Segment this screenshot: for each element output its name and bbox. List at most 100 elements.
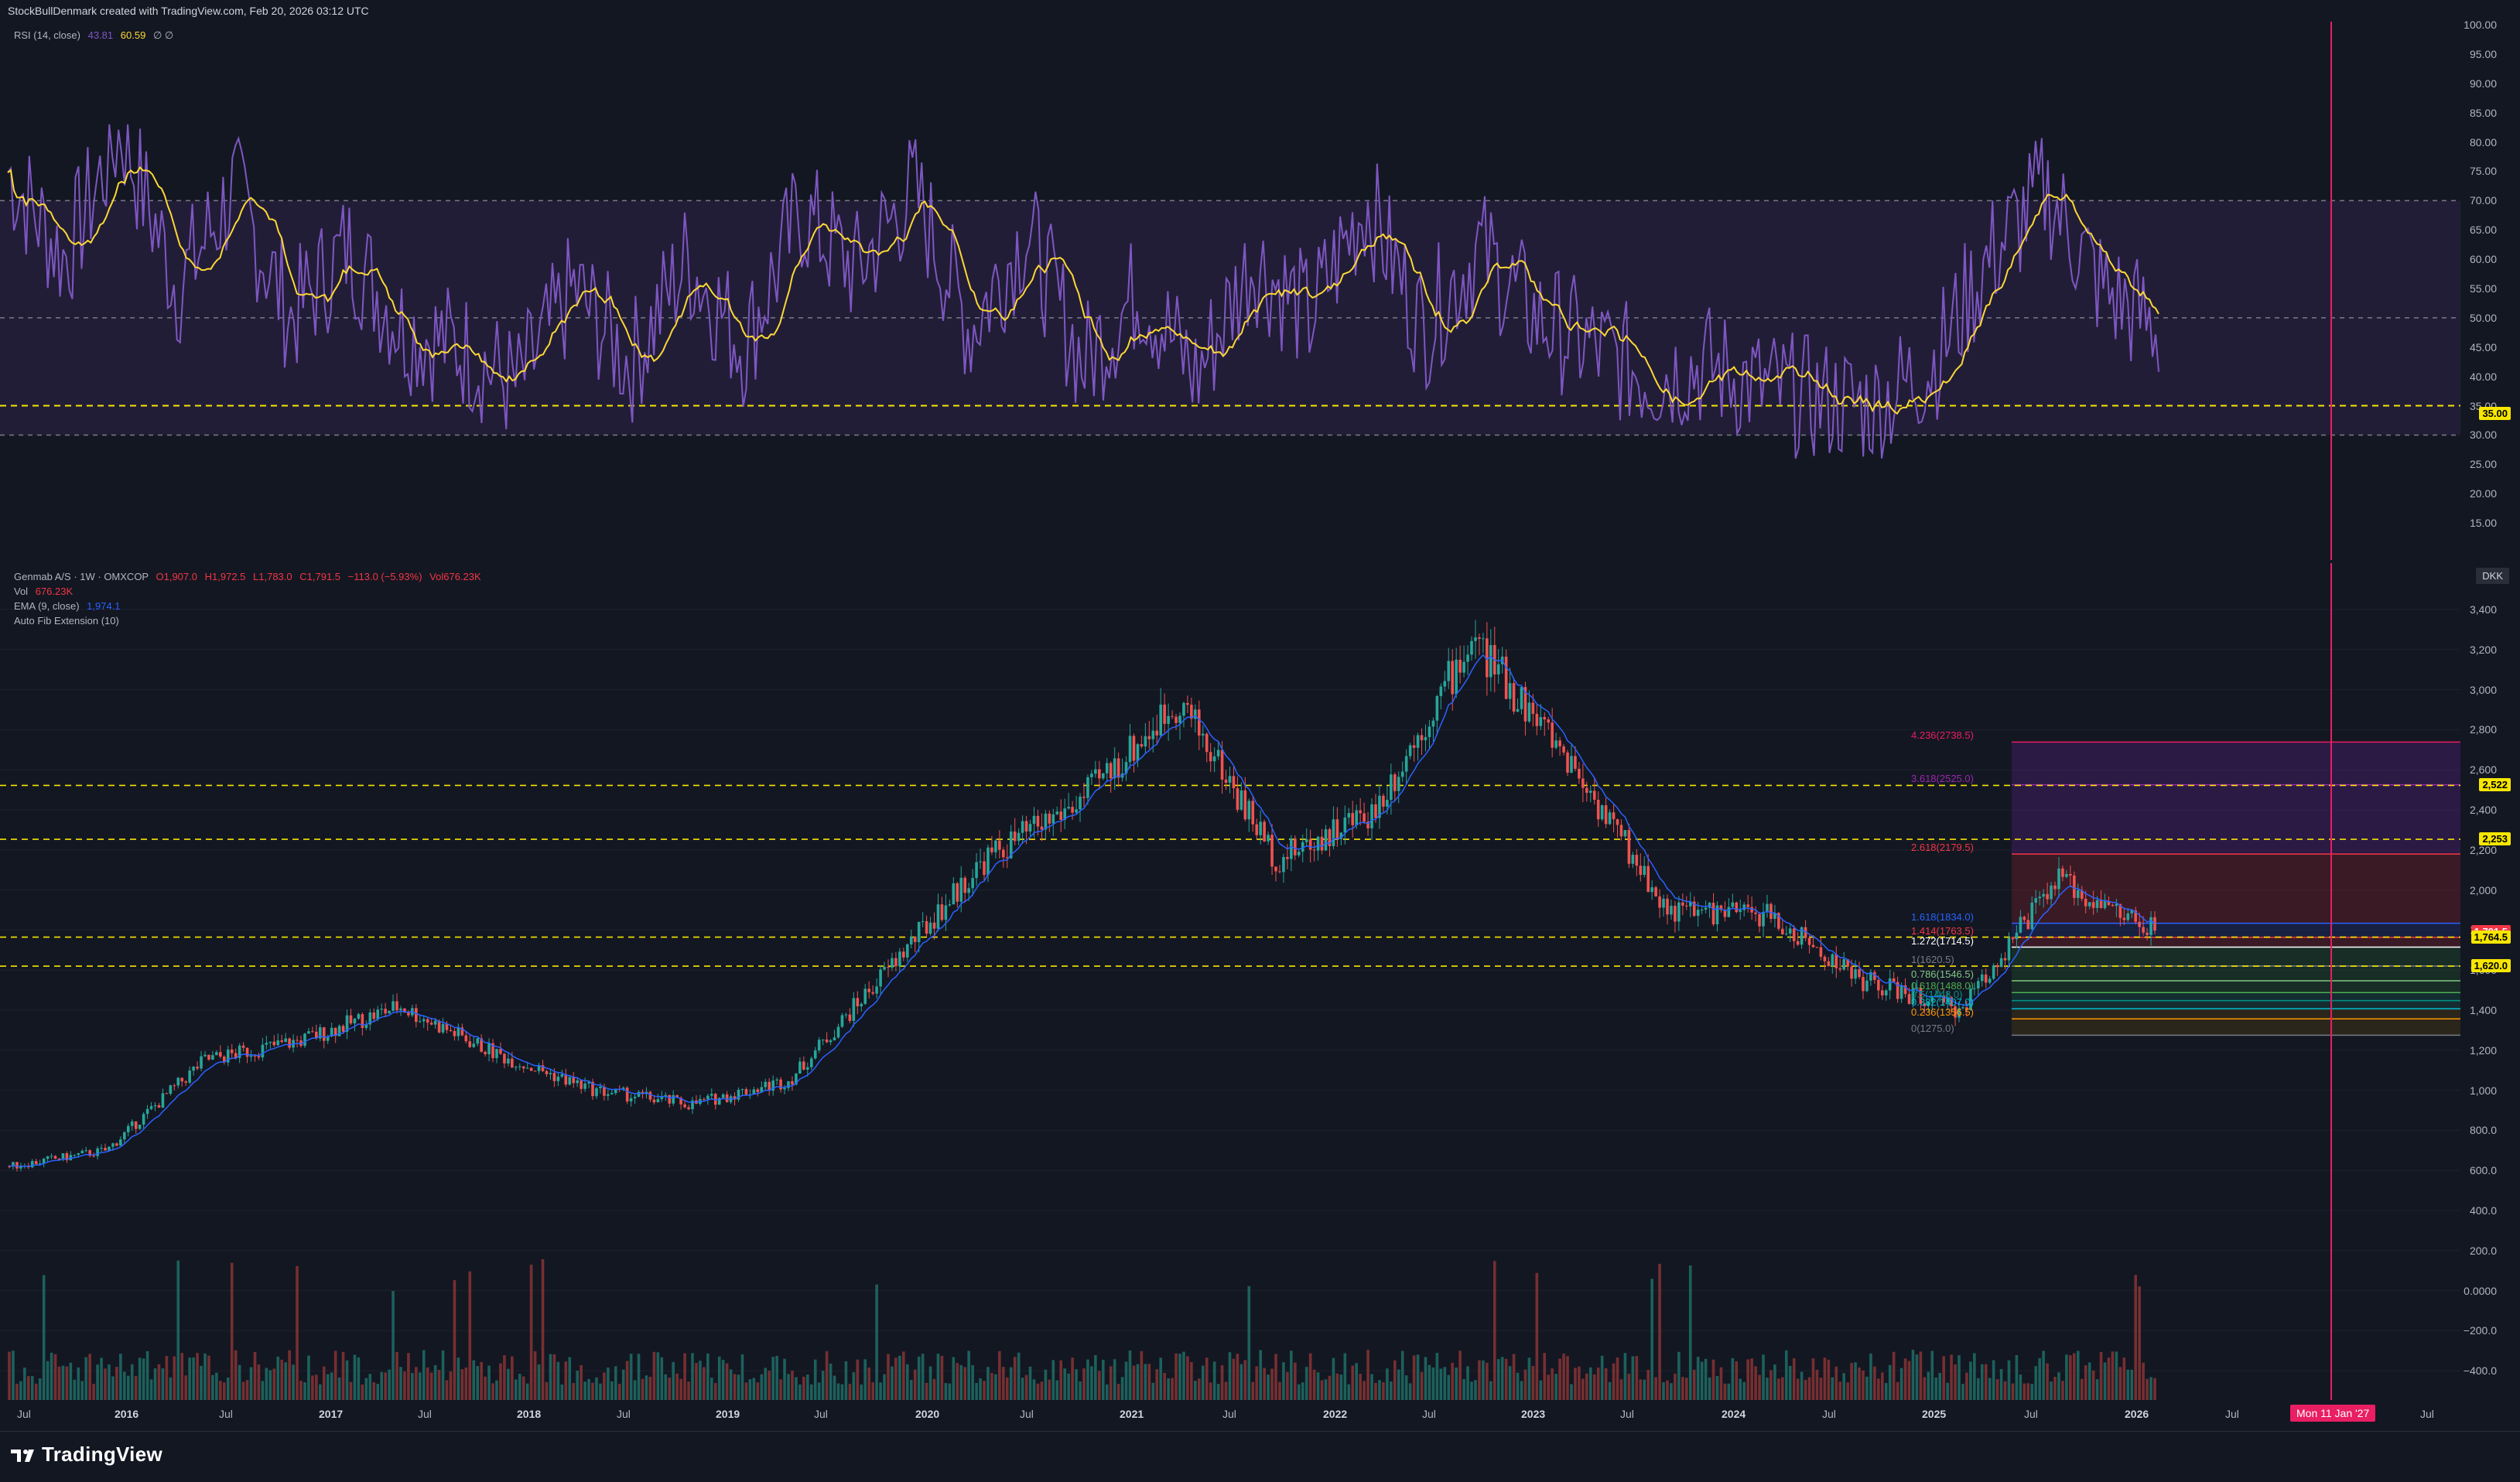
candle-body xyxy=(1297,852,1301,855)
candle-body xyxy=(115,1143,118,1146)
candle xyxy=(1105,757,1109,783)
candle-body xyxy=(1520,687,1523,709)
candle xyxy=(1067,792,1070,810)
candle xyxy=(53,1155,57,1159)
tradingview-logo[interactable]: TradingView xyxy=(11,1443,162,1467)
candle-body xyxy=(1079,796,1082,810)
candle-body xyxy=(200,1056,203,1069)
candle-body xyxy=(1431,720,1435,727)
volume-bar xyxy=(1232,1358,1236,1400)
candle xyxy=(241,1042,245,1052)
volume-bar xyxy=(552,1354,556,1400)
candle-body xyxy=(1800,927,1804,945)
volume-bar xyxy=(1224,1381,1228,1400)
candle xyxy=(1332,806,1335,849)
candle xyxy=(917,921,921,953)
candle-body xyxy=(1588,791,1592,793)
volume-bar xyxy=(1009,1367,1013,1400)
volume-bar xyxy=(952,1357,956,1400)
volume-bar xyxy=(1527,1357,1531,1400)
candle-body xyxy=(1600,805,1604,820)
volume-bar xyxy=(1903,1358,1907,1400)
currency-button[interactable]: DKK xyxy=(2476,568,2509,584)
candle xyxy=(1627,823,1631,868)
volume-bar xyxy=(1140,1351,1144,1400)
volume-bar xyxy=(1304,1367,1308,1400)
time-axis-tick: Jul xyxy=(17,1408,31,1420)
candle xyxy=(1424,724,1428,752)
candle-body xyxy=(1578,768,1581,779)
fib-zone xyxy=(2012,1009,2460,1019)
volume-bar xyxy=(1796,1378,1800,1400)
candle-body xyxy=(15,1162,19,1169)
candle xyxy=(445,1021,449,1033)
candle-body xyxy=(1400,771,1404,777)
candle xyxy=(1343,805,1347,845)
candle xyxy=(1408,743,1412,760)
volume-bar xyxy=(683,1353,686,1400)
candle xyxy=(1324,825,1328,852)
candle xyxy=(157,1102,161,1108)
volume-bar xyxy=(215,1372,218,1400)
volume-bar xyxy=(1766,1378,1769,1400)
candle-body xyxy=(537,1065,541,1071)
candle xyxy=(656,1093,660,1103)
volume-bar xyxy=(1236,1354,1239,1400)
volume-bar xyxy=(388,1369,391,1400)
candle xyxy=(1804,920,1807,941)
main-price-pane[interactable]: Genmab A/S · 1W · OMXCOP O1,907.0 H1,972… xyxy=(0,563,2520,1400)
candle-body xyxy=(1021,821,1024,833)
candle-body xyxy=(2022,917,2026,920)
volume-bar xyxy=(165,1356,169,1400)
time-axis-tick: Jul xyxy=(1422,1408,1436,1420)
candle-body xyxy=(226,1049,230,1063)
candle-body xyxy=(1308,838,1312,850)
candle-body xyxy=(775,1079,778,1081)
candle-body xyxy=(1677,902,1681,922)
volume-bar xyxy=(614,1366,617,1400)
candle-body xyxy=(1950,997,1953,1006)
candle xyxy=(856,991,860,1015)
volume-bar xyxy=(138,1357,142,1400)
symbol-line[interactable]: Genmab A/S · 1W · OMXCOP xyxy=(14,571,149,582)
candle-body xyxy=(1596,799,1600,820)
candle-body xyxy=(856,998,860,1006)
candle-body xyxy=(967,888,970,893)
price-chart[interactable] xyxy=(0,563,2520,1400)
candle xyxy=(1428,720,1431,750)
candle xyxy=(925,915,928,937)
candle xyxy=(629,1094,633,1107)
candle xyxy=(1643,856,1646,878)
candle xyxy=(1267,831,1270,845)
volume-bar xyxy=(625,1361,629,1400)
candle-body xyxy=(2103,901,2107,908)
volume-bar xyxy=(802,1376,805,1400)
candle xyxy=(2099,890,2103,909)
candle-body xyxy=(499,1049,502,1054)
candle xyxy=(1846,958,1849,971)
volume-bar xyxy=(1531,1365,1535,1400)
volume-bar xyxy=(307,1355,310,1400)
candle-body xyxy=(241,1045,245,1048)
candle-body xyxy=(2122,917,2126,920)
volume-bar xyxy=(867,1368,870,1400)
candle-body xyxy=(1654,887,1657,896)
volume-bar xyxy=(65,1366,69,1400)
time-axis-tick: Jul xyxy=(814,1408,828,1420)
candle xyxy=(149,1101,153,1111)
candle xyxy=(226,1046,230,1067)
volume-bar xyxy=(944,1383,948,1400)
volume-bar xyxy=(787,1374,790,1400)
rsi-pane[interactable]: RSI (14, close) 43.81 60.59 ∅ ∅ 100.00 95… xyxy=(0,19,2520,560)
candle-body xyxy=(932,922,936,929)
volume-bar xyxy=(1282,1362,1285,1400)
time-axis[interactable]: Jul 2016 Jul 2017 Jul 2018 Jul 2019 Jul 2020 Jul 20… xyxy=(0,1402,2460,1426)
volume-bar xyxy=(196,1353,199,1400)
candle-body xyxy=(165,1093,169,1094)
rsi-chart[interactable] xyxy=(0,22,2520,560)
candle-body xyxy=(1320,836,1324,851)
volume-bar xyxy=(2057,1372,2060,1400)
candle-body xyxy=(88,1150,91,1156)
candle xyxy=(1194,704,1197,732)
candle xyxy=(1412,735,1416,762)
